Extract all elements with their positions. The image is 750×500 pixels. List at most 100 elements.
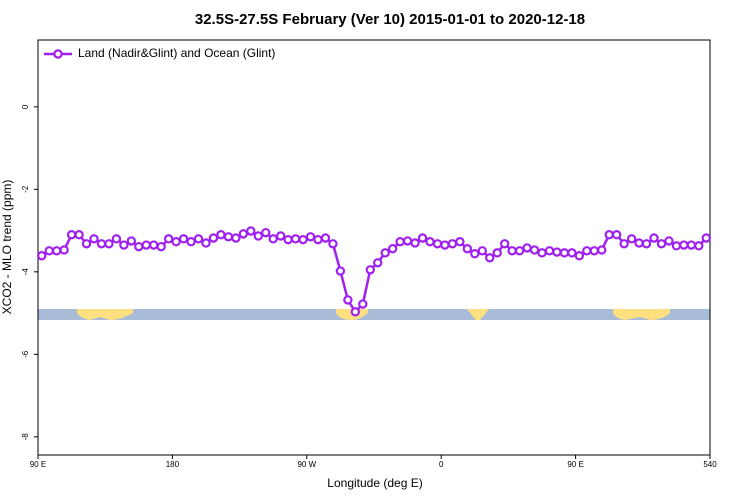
data-point	[589, 246, 599, 256]
data-point	[380, 248, 390, 258]
data-point	[253, 231, 263, 241]
data-point	[149, 240, 159, 250]
data-point	[119, 240, 129, 250]
data-point	[350, 307, 361, 317]
data-point	[507, 246, 517, 256]
data-point	[156, 241, 166, 252]
data-point	[544, 246, 555, 256]
data-point	[320, 233, 331, 243]
data-point	[290, 234, 301, 244]
x-tick-label: 540	[703, 460, 717, 469]
data-point	[358, 299, 368, 309]
data-point	[313, 234, 323, 245]
data-point	[440, 240, 450, 250]
land-segment	[613, 309, 670, 320]
data-point	[611, 230, 622, 240]
data-point	[66, 230, 77, 240]
data-point	[51, 246, 62, 256]
data-point	[395, 237, 405, 247]
data-point	[417, 233, 428, 243]
data-point	[679, 240, 689, 250]
x-axis-label: Longitude (deg E)	[327, 476, 422, 490]
y-tick-label: -8	[21, 433, 30, 441]
y-tick-label: -6	[21, 350, 30, 358]
data-point	[126, 236, 137, 246]
data-point	[649, 233, 659, 243]
y-axis-label: XCO2 - MLO trend (ppm)	[0, 180, 14, 315]
data-point	[298, 234, 308, 245]
data-point	[365, 265, 375, 275]
x-tick-label: 90 E	[567, 460, 583, 469]
data-point	[537, 248, 547, 258]
data-point	[552, 247, 562, 257]
data-point	[305, 232, 316, 242]
data-point	[111, 234, 122, 244]
data-point	[671, 241, 682, 251]
data-point	[163, 234, 174, 244]
data-point	[387, 244, 398, 254]
data-point	[216, 230, 226, 240]
land-segment	[77, 309, 133, 320]
data-point	[141, 240, 151, 250]
data-point	[522, 243, 532, 253]
y-tick-label: -4	[21, 268, 30, 276]
data-point	[462, 244, 473, 254]
data-point	[231, 233, 241, 243]
data-point	[499, 239, 510, 249]
data-point	[104, 239, 114, 249]
chart-title: 32.5S-27.5S February (Ver 10) 2015-01-01…	[195, 11, 585, 28]
data-point	[574, 251, 585, 261]
land-segment	[467, 309, 489, 320]
data-point	[74, 230, 84, 240]
data-point	[694, 241, 704, 251]
data-point	[641, 239, 652, 249]
plot-frame	[37, 39, 711, 456]
legend-label: Land (Nadir&Glint) and Ocean (Glint)	[78, 46, 275, 60]
data-point	[283, 234, 293, 245]
data-point	[470, 248, 480, 259]
data-point	[701, 233, 711, 243]
data-point	[201, 238, 211, 248]
data-point	[89, 234, 99, 244]
data-point	[432, 239, 443, 249]
data-point	[335, 266, 346, 276]
data-point	[96, 239, 107, 249]
data-point	[425, 237, 435, 247]
data-point	[246, 226, 256, 236]
data-point	[485, 253, 495, 263]
x-tick-label: 90 E	[30, 460, 46, 469]
data-point	[597, 245, 607, 255]
data-point	[373, 258, 383, 268]
data-point	[343, 295, 353, 305]
data-point	[275, 231, 286, 241]
data-point	[44, 246, 54, 256]
data-point	[261, 227, 271, 238]
data-point	[171, 237, 181, 247]
data-point	[582, 246, 592, 256]
data-point	[223, 232, 234, 242]
data-point	[529, 245, 540, 255]
data-point	[410, 238, 420, 248]
data-point	[59, 245, 69, 255]
data-point	[186, 237, 196, 247]
data-point	[626, 234, 637, 244]
data-point	[208, 233, 219, 243]
data-point	[656, 239, 667, 249]
data-point	[559, 248, 570, 258]
x-tick-label: 180	[166, 460, 180, 469]
legend-marker	[53, 49, 63, 59]
data-point	[619, 239, 629, 249]
data-point	[268, 234, 278, 244]
y-tick-label: 0	[21, 104, 30, 109]
x-tick-label: 0	[439, 460, 444, 469]
data-point	[634, 238, 644, 248]
data-point	[81, 239, 92, 249]
data-point	[447, 239, 458, 249]
data-point	[477, 246, 487, 256]
data-point	[402, 236, 413, 246]
data-point	[514, 246, 525, 256]
data-point	[238, 229, 249, 239]
data-point	[664, 236, 674, 246]
data-point	[604, 230, 614, 240]
